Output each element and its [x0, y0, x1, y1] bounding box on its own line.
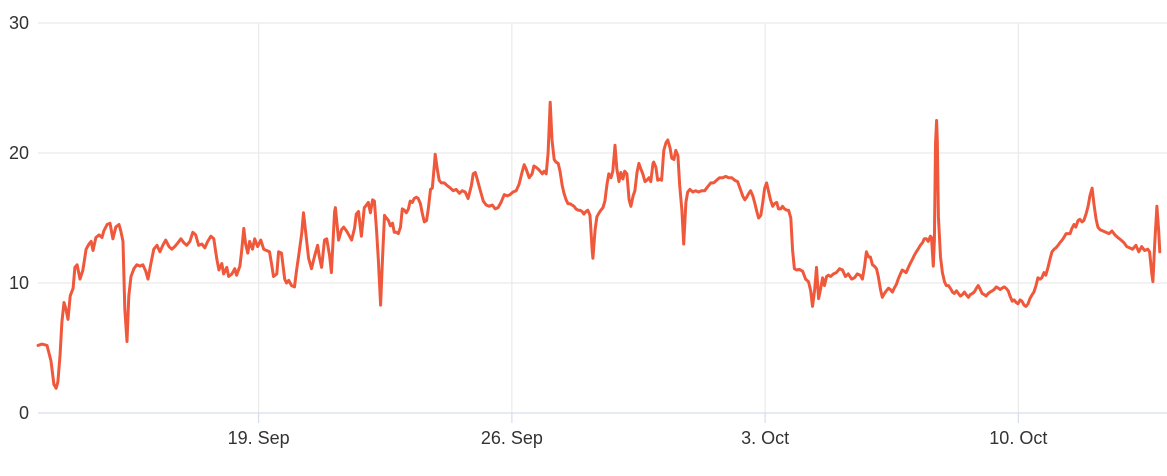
y-axis-label: 0	[19, 403, 29, 423]
y-axis-label: 30	[9, 13, 29, 33]
y-axis-label: 10	[9, 273, 29, 293]
x-axis-label: 26. Sep	[481, 428, 543, 448]
x-axis-label: 10. Oct	[989, 428, 1047, 448]
price-line	[36, 100, 1162, 390]
y-axis-label: 20	[9, 143, 29, 163]
x-axis-label: 19. Sep	[228, 428, 290, 448]
x-axis-label: 3. Oct	[741, 428, 789, 448]
